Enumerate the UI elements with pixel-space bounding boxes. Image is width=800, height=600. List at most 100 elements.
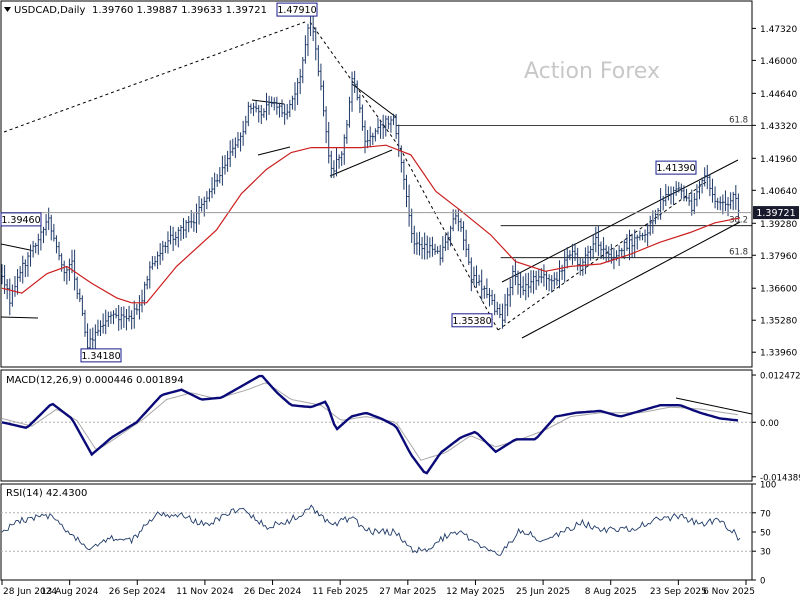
price-label-text: 1.34180 <box>81 351 120 362</box>
price-bar <box>573 243 577 261</box>
price-bar <box>138 295 141 320</box>
price-bar <box>716 197 719 210</box>
price-bar <box>273 97 276 111</box>
price-bar <box>65 266 69 285</box>
price-bar <box>8 278 11 316</box>
price-bar <box>78 288 81 302</box>
price-bar <box>114 308 118 319</box>
price-bar <box>685 188 688 202</box>
price-bar <box>402 159 406 190</box>
price-bar <box>545 270 548 291</box>
rsi-line <box>1 504 741 556</box>
price-bar <box>335 147 338 177</box>
dashed-swing-lines <box>3 21 707 331</box>
price-bar <box>319 63 323 91</box>
price-bar <box>262 108 266 118</box>
price-bar <box>477 274 481 286</box>
price-bar <box>568 250 572 261</box>
price-bar <box>703 167 706 187</box>
price-bar <box>340 151 343 166</box>
price-bar <box>493 293 496 316</box>
price-bar <box>345 119 349 144</box>
price-bar <box>133 300 136 329</box>
price-tick-label: 1.39280 <box>760 220 797 230</box>
swing-line-4 <box>497 181 707 331</box>
macd-tick-label: 0.00 <box>760 419 779 429</box>
price-bar <box>558 260 561 289</box>
price-bar <box>734 185 738 210</box>
flag-lower-line <box>257 146 291 156</box>
macd-panel <box>0 369 753 482</box>
time-tick-label: 11 Feb 2025 <box>312 587 368 597</box>
price-bar <box>737 193 740 219</box>
price-bar <box>208 188 211 202</box>
price-tick-label: 1.46000 <box>760 57 797 67</box>
macd-main-line <box>1 374 739 475</box>
price-bar <box>420 236 424 260</box>
price-bar <box>29 244 32 267</box>
price-bar <box>446 231 450 251</box>
price-bar <box>534 270 538 290</box>
price-bar <box>436 246 439 254</box>
current-price-marker: 1.39721 <box>753 206 799 220</box>
price-bar <box>200 198 203 212</box>
time-tick-label: 26 Dec 2024 <box>244 587 302 597</box>
price-bar <box>540 268 543 284</box>
price-bar <box>156 251 159 270</box>
macd-tick-label: -0.014389 <box>760 473 800 483</box>
price-bar <box>509 278 512 307</box>
price-bar <box>361 104 364 131</box>
swing-line-2 <box>309 21 401 149</box>
price-axis: 1.47320 1.46000 1.44640 1.43320 1.41960 1.406… <box>752 25 797 359</box>
price-bar <box>407 184 411 227</box>
price-bar <box>584 247 587 275</box>
price-bar <box>332 160 336 179</box>
symbol-label: USDCAD,Daily <box>14 5 85 16</box>
price-bar <box>589 246 592 261</box>
price-bar <box>444 234 447 252</box>
price-bar <box>122 306 126 328</box>
price-bar <box>431 236 434 257</box>
price-bar <box>542 264 546 287</box>
price-bar <box>682 185 686 202</box>
price-bar <box>47 207 50 231</box>
price-bar <box>174 231 177 246</box>
price-bar <box>42 226 45 244</box>
price-bar <box>586 245 590 266</box>
price-bar <box>234 137 237 159</box>
price-bar <box>252 102 255 117</box>
price-bar <box>646 223 649 247</box>
price-bar <box>418 231 421 256</box>
price-bar <box>374 128 377 142</box>
price-bar <box>563 250 566 283</box>
price-bar <box>472 266 476 285</box>
price-bar <box>566 247 569 269</box>
price-bar <box>1 264 4 285</box>
price-bar <box>358 94 362 113</box>
price-labels: 1.47910 1.39460 1.34180 1.35380 1.41390 <box>0 2 697 363</box>
price-bar <box>298 68 302 95</box>
price-bar <box>516 270 520 295</box>
price-bar <box>576 247 579 271</box>
time-tick-label: 28 Jun 2024 <box>3 587 57 597</box>
price-tick-label: 1.40640 <box>760 187 797 197</box>
dropdown-triangle-icon[interactable] <box>4 7 11 12</box>
price-bar <box>672 186 675 206</box>
price-label-box <box>655 160 697 175</box>
price-bar <box>459 218 463 232</box>
price-bar <box>467 243 470 266</box>
price-bar <box>698 180 701 200</box>
price-bar <box>428 237 432 258</box>
price-bar <box>270 96 273 108</box>
price-bar <box>241 120 245 146</box>
price-bar <box>449 225 452 247</box>
price-bar <box>713 186 717 209</box>
price-label-text: 1.41390 <box>656 163 695 174</box>
price-tick-label: 1.43320 <box>760 122 797 132</box>
price-bar <box>719 196 722 211</box>
price-bar <box>350 71 354 112</box>
price-bar <box>433 243 437 256</box>
price-tick-label: 1.36600 <box>760 285 797 295</box>
price-bar <box>317 45 320 77</box>
